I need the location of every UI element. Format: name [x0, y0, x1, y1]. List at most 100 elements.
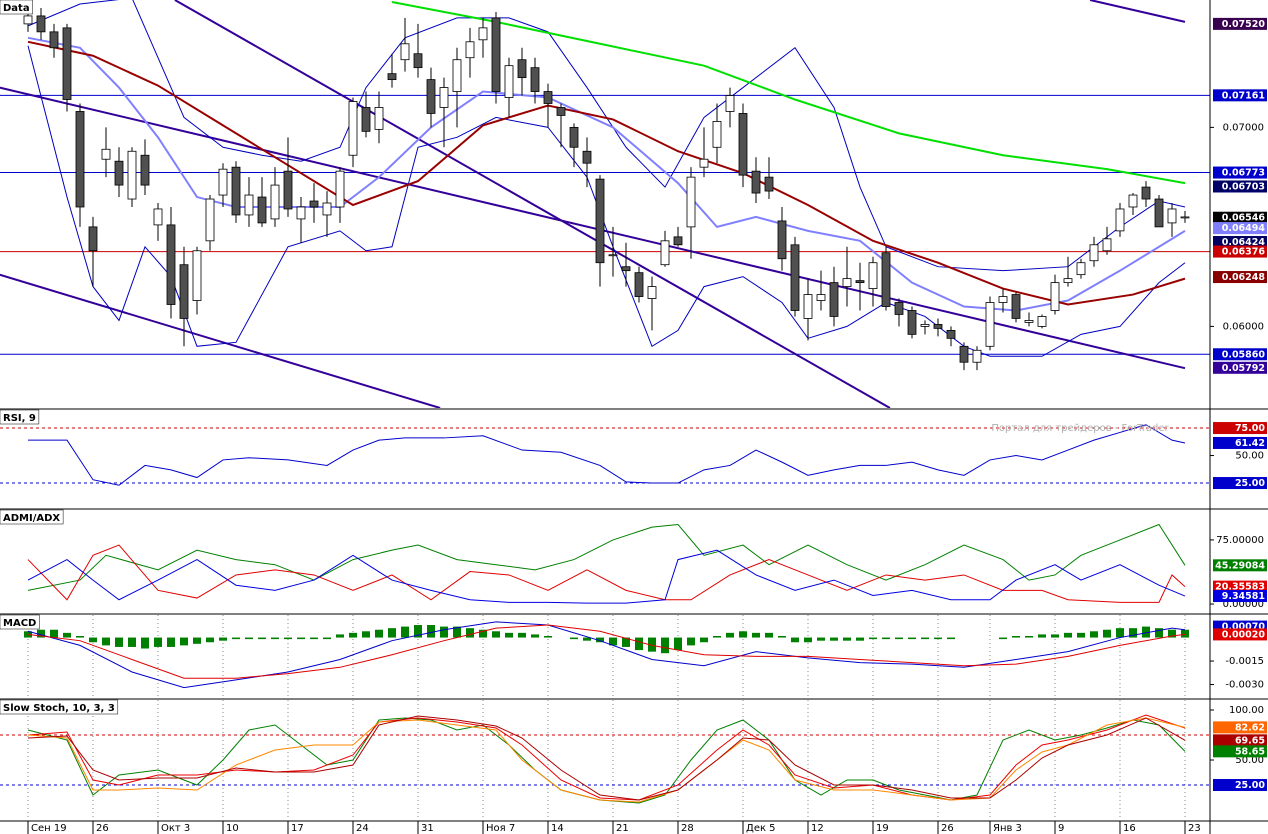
price-badge	[1213, 211, 1267, 224]
histogram-bar	[752, 632, 760, 638]
candle-body	[1167, 208, 1177, 224]
price-badge	[1213, 721, 1267, 734]
candle-body	[257, 196, 267, 224]
panel	[27, 523, 1186, 604]
histogram-bar	[1025, 635, 1033, 638]
candle-body	[920, 324, 930, 327]
x-tick-label: 23	[1188, 823, 1201, 834]
candle-body	[1128, 194, 1138, 208]
panel-title-bg	[0, 614, 40, 630]
x-tick-label: 28	[681, 823, 694, 834]
histogram-bar	[323, 637, 331, 640]
candle-body	[959, 345, 969, 363]
indicator-line	[27, 717, 1186, 804]
price-badge-label: 25.00	[1235, 478, 1265, 489]
indicator-line	[27, 40, 1186, 306]
x-tick-label: Окт 3	[161, 823, 190, 834]
price-badge-label: 0.06494	[1222, 223, 1266, 234]
price-badge-label: 9.34581	[1222, 591, 1265, 602]
candle-body	[1050, 282, 1060, 311]
price-badge-label: 75.00	[1235, 423, 1265, 434]
histogram-bar	[505, 632, 513, 638]
y-tick-label: 100.00	[1229, 705, 1264, 716]
candle-body	[335, 170, 345, 208]
x-tick-label: 19	[876, 823, 889, 834]
x-tick-label: Ноя 7	[486, 823, 515, 834]
panel-title-bg	[0, 409, 40, 425]
histogram-bar	[128, 637, 136, 647]
x-tick-label: Дек 5	[746, 823, 776, 834]
x-tick-label: 14	[551, 823, 564, 834]
histogram-bar	[895, 637, 903, 640]
candle-body	[296, 206, 306, 220]
candle-body	[101, 148, 111, 160]
y-tick-label: 0.00000	[1223, 599, 1264, 610]
histogram-bar	[869, 637, 877, 640]
histogram-bar	[518, 632, 526, 638]
x-tick-label: 17	[291, 823, 304, 834]
price-badge	[1213, 779, 1267, 791]
price-badge-label: 0.06248	[1222, 272, 1266, 283]
price-badge	[1213, 628, 1267, 641]
price-badge-label: 0.06424	[1222, 237, 1266, 248]
price-badge-label: 61.42	[1235, 438, 1265, 449]
candle-body	[387, 73, 397, 81]
candle-body	[218, 168, 228, 196]
candle-body	[49, 31, 59, 49]
candle-body	[478, 27, 488, 41]
candle-body	[153, 208, 163, 226]
histogram-bar	[908, 637, 916, 640]
candle-body	[309, 200, 319, 208]
candle-body	[894, 302, 904, 315]
candle-body	[413, 53, 423, 69]
candle-body	[1063, 278, 1073, 284]
candle-body	[400, 43, 410, 61]
price-badge-label: 0.06546	[1222, 213, 1266, 224]
channel-line	[174, 0, 891, 408]
histogram-bar	[1064, 632, 1072, 638]
histogram-bar	[778, 635, 786, 638]
histogram-bar	[596, 637, 604, 643]
candle-body	[556, 107, 566, 116]
panel-title-bg	[0, 0, 33, 15]
candle-body	[907, 310, 917, 335]
candle-body	[1089, 244, 1099, 262]
histogram-bar	[63, 632, 71, 638]
price-badge-label: 0.07520	[1222, 19, 1266, 30]
histogram-bar	[1103, 629, 1111, 638]
histogram-bar	[1129, 628, 1137, 638]
candle-body	[465, 41, 475, 59]
panel	[0, 424, 1210, 486]
candle-body	[803, 294, 813, 319]
histogram-bar	[999, 637, 1007, 640]
candle-body	[712, 121, 722, 148]
histogram-bar	[310, 637, 318, 640]
panel-title: Slow Stoch, 10, 3, 3	[3, 703, 115, 714]
candle-body	[231, 166, 241, 216]
histogram-bar	[141, 637, 149, 649]
panel-title: Data	[3, 3, 30, 14]
histogram-bar	[648, 637, 656, 652]
histogram-bar	[921, 637, 929, 640]
candle-body	[686, 176, 696, 228]
candle-body	[790, 244, 800, 311]
candle-body	[36, 15, 46, 33]
x-tick-label: Сен 19	[31, 823, 67, 834]
indicator-line	[27, 544, 1186, 603]
candle-body	[491, 17, 501, 92]
histogram-bar	[713, 635, 721, 638]
candle-body	[62, 27, 72, 100]
price-badge	[1213, 734, 1267, 747]
candle-body	[634, 272, 644, 297]
histogram-bar	[427, 625, 435, 638]
histogram-bar	[206, 637, 214, 643]
candle-body	[842, 278, 852, 287]
candle-body	[1024, 320, 1034, 323]
price-badge	[1213, 271, 1267, 284]
histogram-bar	[947, 637, 955, 640]
histogram-bar	[583, 637, 591, 641]
histogram-bar	[544, 635, 552, 638]
indicator-line	[27, 621, 1186, 689]
price-badge	[1213, 422, 1267, 435]
histogram-bar	[349, 632, 357, 638]
